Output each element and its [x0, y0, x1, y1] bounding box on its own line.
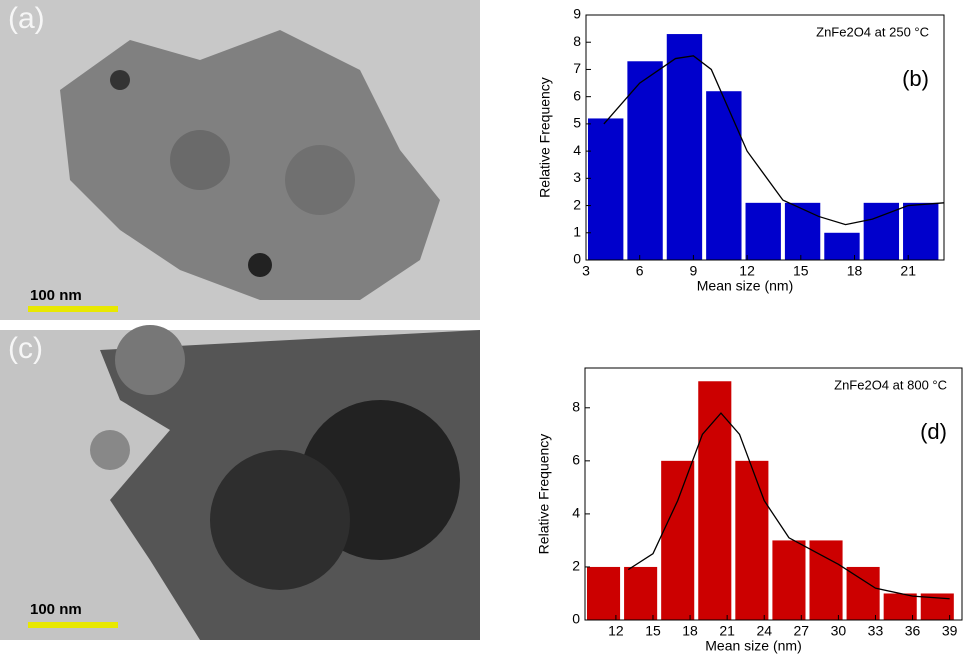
bar — [903, 203, 938, 260]
bar — [624, 567, 657, 620]
x-tick-label: 21 — [900, 263, 916, 279]
bar — [661, 461, 694, 620]
x-tick-label: 15 — [645, 623, 661, 639]
bar — [698, 381, 731, 620]
x-tick-label: 12 — [608, 623, 624, 639]
bar — [735, 461, 768, 620]
x-tick-label: 33 — [868, 623, 884, 639]
x-tick-label: 24 — [756, 623, 772, 639]
x-tick-label: 3 — [582, 263, 590, 279]
bar — [588, 118, 623, 260]
y-tick-label: 0 — [573, 251, 581, 267]
y-tick-label: 9 — [573, 6, 581, 22]
page: (a) 100 nm (c) 100 nm 369121518210123456… — [0, 0, 970, 666]
bar — [706, 91, 741, 260]
y-tick-label: 2 — [572, 558, 580, 574]
scale-bar-label: 100 nm — [30, 601, 82, 618]
x-axis-label: Mean size (nm) — [697, 278, 793, 294]
y-tick-label: 6 — [573, 87, 581, 103]
x-tick-label: 18 — [682, 623, 698, 639]
scale-bar-label: 100 nm — [30, 287, 82, 304]
annotation: ZnFe2O4 at 250 °C — [816, 24, 929, 39]
tem-image-c: (c) 100 nm — [0, 325, 480, 640]
y-tick-label: 4 — [573, 142, 581, 158]
bar — [884, 593, 917, 620]
bar — [847, 567, 880, 620]
x-tick-label: 39 — [942, 623, 958, 639]
panel-label: (d) — [920, 419, 947, 444]
bar — [772, 540, 805, 620]
bar — [746, 203, 781, 260]
panel-label: (b) — [902, 66, 929, 91]
x-tick-label: 9 — [690, 263, 698, 279]
y-tick-label: 5 — [573, 115, 581, 131]
panel-label: (a) — [8, 2, 45, 35]
tem-image-a: (a) 100 nm — [0, 0, 480, 320]
y-tick-label: 1 — [573, 223, 581, 239]
x-tick-label: 18 — [847, 263, 863, 279]
y-tick-label: 8 — [573, 33, 581, 49]
x-tick-label: 12 — [739, 263, 755, 279]
x-tick-label: 27 — [794, 623, 810, 639]
y-tick-label: 2 — [573, 196, 581, 212]
y-tick-label: 4 — [572, 505, 580, 521]
x-tick-label: 30 — [831, 623, 847, 639]
annotation: ZnFe2O4 at 800 °C — [834, 377, 947, 392]
y-axis-label: Relative Frequency — [537, 77, 553, 198]
y-tick-label: 3 — [573, 169, 581, 185]
panel-label: (c) — [8, 332, 43, 365]
bar — [587, 567, 620, 620]
x-tick-label: 15 — [793, 263, 809, 279]
y-tick-label: 0 — [572, 611, 580, 627]
x-tick-label: 36 — [905, 623, 921, 639]
bar — [667, 34, 702, 260]
x-tick-label: 21 — [719, 623, 735, 639]
x-tick-label: 6 — [636, 263, 644, 279]
y-tick-label: 7 — [573, 60, 581, 76]
bar — [809, 540, 842, 620]
y-axis-label: Relative Frequency — [536, 434, 552, 555]
bar — [785, 203, 820, 260]
y-tick-label: 8 — [572, 398, 580, 414]
x-axis-label: Mean size (nm) — [705, 638, 801, 654]
figure: (a) 100 nm (c) 100 nm 369121518210123456… — [0, 0, 970, 666]
y-tick-label: 6 — [572, 452, 580, 468]
